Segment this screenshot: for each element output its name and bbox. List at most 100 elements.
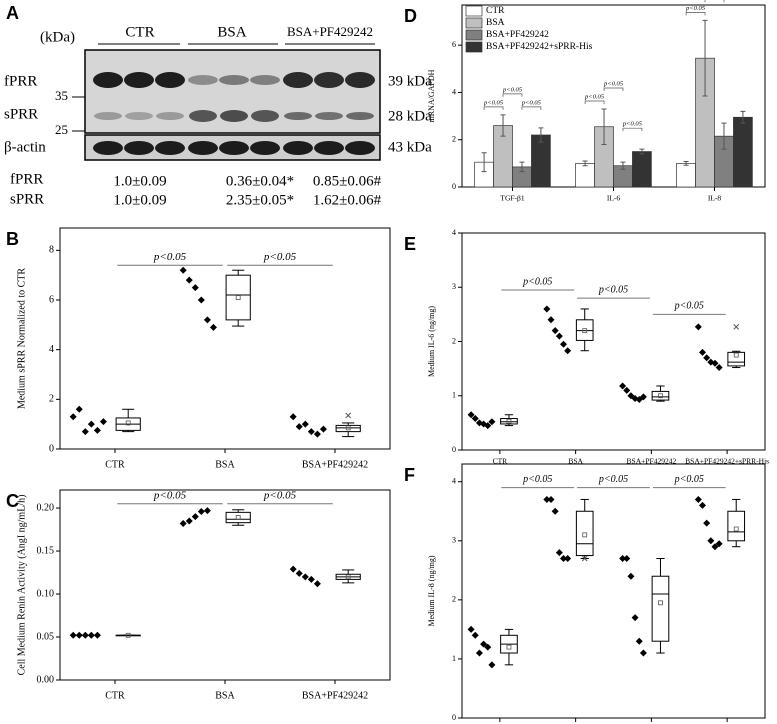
significance-label: p<0.05 [598,284,628,295]
group-label: BSA+PF429242 [287,24,373,39]
bar [575,163,595,188]
blot-band [219,75,249,85]
box [575,319,594,341]
group-label: BSA [217,24,246,40]
mean [345,574,351,580]
data-point [69,413,77,421]
error-bar [721,122,727,150]
legend-swatch [465,41,483,53]
data-point [289,413,297,421]
significance-bracket [704,0,725,3]
significance-label: p<0.05 [603,80,624,87]
x-tick-label: BSA [215,690,235,701]
blot-band [125,112,153,120]
data-point [185,276,193,284]
data-point [87,631,95,639]
box [500,418,518,425]
data-point [209,323,217,331]
x-tick-label: IL-8 [708,194,722,203]
y-tick-label: 0 [49,443,54,454]
data-point [703,354,711,362]
x-tick-label: CTR [105,459,125,470]
legend-label: CTR [486,6,505,16]
significance-label: p<0.05 [674,474,704,485]
box [225,511,251,524]
significance-label: p<0.05 [483,99,504,106]
y-tick-label: 4 [452,477,456,486]
box [651,390,670,401]
data-point [623,386,631,394]
significance-label: p<0.05 [674,301,704,312]
size-label: 39 kDa [388,73,432,89]
blot-band [94,112,122,120]
box [575,510,594,557]
data-point [93,426,101,434]
box [727,351,746,367]
box [651,575,670,642]
y-tick-label: 4 [49,344,54,355]
size-label: 28 kDa [388,108,432,124]
blot-band [188,141,218,155]
data-point [560,555,568,563]
mean [582,532,588,538]
error-bar [538,127,544,143]
significance-label: p<0.05 [522,276,552,287]
data-point [560,340,568,348]
mean [733,526,739,532]
data-point [488,418,496,426]
data-point [99,418,107,426]
blot-band [124,141,154,155]
y-axis-label: Medium IL-6 (ng/mg) [427,306,436,377]
blot-band [156,112,184,120]
blot-band [93,72,123,88]
size-label: 43 kDa [388,139,432,155]
legend-swatch [465,17,483,29]
data-point [484,643,492,651]
row-label: sPRR [4,106,38,122]
box [225,274,251,321]
y-tick-label: 0.00 [37,674,55,685]
data-point [289,565,297,573]
significance-label: p<0.05 [598,474,628,485]
box [335,424,361,433]
data-point [488,661,496,669]
mean [125,632,131,638]
data-point [639,393,647,401]
y-tick-label: 0.15 [37,545,55,556]
y-tick-label: 8 [49,245,54,256]
data-point [203,507,211,515]
x-tick-label: BSA+PF429242 [302,690,368,701]
box [727,510,746,542]
y-tick-label: 0.20 [37,502,55,513]
blot-band [155,72,185,88]
data-point [635,637,643,645]
data-point [81,428,89,436]
legend-label: BSA+PF429242 [486,30,549,40]
data-point [301,573,309,581]
data-point [313,580,321,588]
bar [676,163,696,188]
blot-band [251,110,279,122]
y-tick-label: 2 [49,394,54,405]
data-point [711,359,719,367]
quant-value: 0.36±0.04* [226,173,294,189]
error-bar [702,19,708,97]
blot-band [284,112,312,120]
data-point [93,631,101,639]
y-tick-label: 0 [452,445,456,454]
significance-label: p<0.05 [521,99,542,106]
outlier [345,412,352,419]
panel-label: B [6,229,19,249]
error-bar [519,161,525,173]
data-point [619,555,627,563]
significance-bracket [622,127,643,132]
significance-bracket [521,106,542,110]
y-axis-label: mRNA/GAPDH [427,69,436,122]
y-tick-label: 4 [452,228,456,237]
significance-bracket [483,106,504,110]
error-bar [500,114,506,137]
panel-label: C [6,491,19,511]
data-point [471,631,479,639]
y-tick-label: 6 [452,40,456,49]
data-point [639,649,647,657]
